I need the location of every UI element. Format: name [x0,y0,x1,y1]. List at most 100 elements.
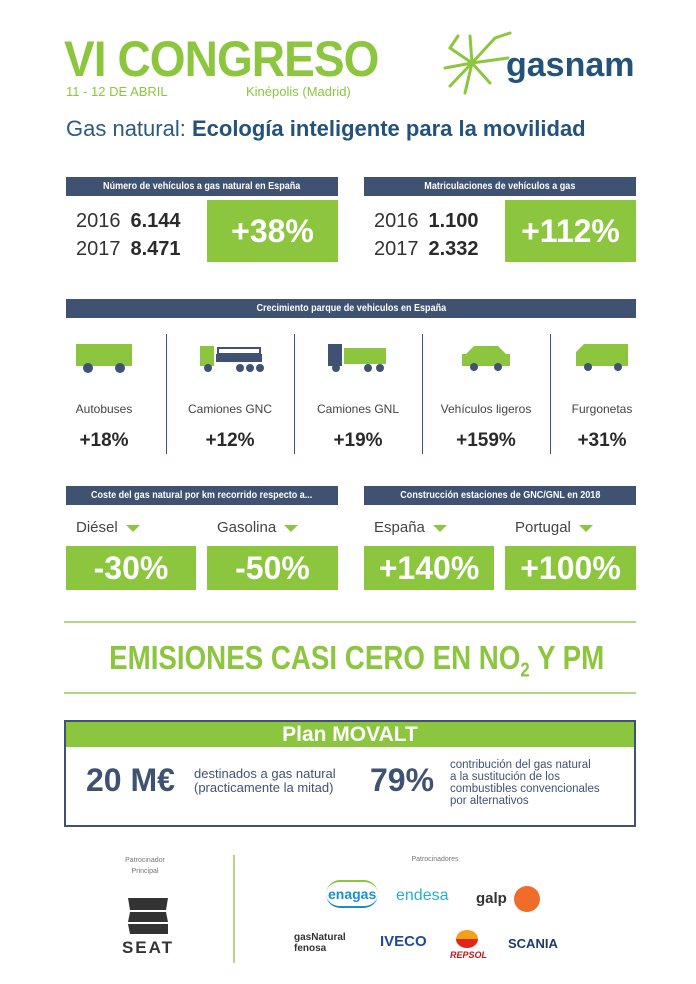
cost-header-text: Coste del gas natural por km recorrido r… [91,489,313,501]
emissions-subscript: 2 [520,659,530,682]
desc-line: por alternativos [450,795,529,807]
stations-portugal-label: Portugal [515,519,593,537]
label: Gasolina [217,519,277,536]
growth-pct: +12% [205,430,255,451]
year: 2016 [76,210,121,232]
desc-line: contribución del gas natural [450,759,591,771]
car-icon [462,346,510,371]
subtitle-light: Gas natural: [66,116,186,141]
seat-s-logo-icon [128,898,168,934]
plan-title: Plan MOVALT [66,722,634,747]
vehicles-row-2017: 2017 8.471 [76,238,181,261]
galp-logo: galp [476,890,507,907]
divider [422,334,423,454]
galp-emblem-icon [514,886,540,912]
desc-line: a la sustitución de los [450,771,560,783]
gasnam-wordmark: gasnam [506,46,635,84]
growth-item: Autobuses +18% [40,330,168,460]
growth-label: Vehículos ligeros [440,401,532,416]
vehicles-row-2016: 2016 6.144 [76,210,181,233]
triangle-down-icon [284,524,299,532]
growth-label: Furgonetas [571,401,633,416]
value: 2.332 [428,238,479,260]
plan-pct-desc: contribución del gas natural a la sustitu… [450,759,600,807]
divider-line [64,692,636,694]
event-date: 11 - 12 DE ABRIL [66,84,168,99]
sponsors-label: Patrocinadores [411,856,459,863]
plan-pct: 79% [370,762,435,798]
triangle-down-icon [578,524,593,532]
registrations-header: Matriculaciones de vehículos a gas [364,177,636,196]
divider [294,334,295,454]
cost-gasoline-value: -50% [207,546,338,590]
growth-label: Camiones GNL [316,401,400,416]
vehicles-header-text: Número de vehículos a gas natural en Esp… [103,180,301,192]
congress-title: VI CONGRESO [64,31,379,87]
growth-pct: +19% [333,430,383,451]
lng-truck-icon [328,344,386,372]
gas-natural-fenosa-logo: gasNatural fenosa [294,932,346,954]
gasnam-logo: gasnam [440,28,640,98]
registrations-row-2017: 2017 2.332 [374,238,479,261]
label-line: Patrocinador [125,857,165,864]
sponsor-divider-main [233,855,235,963]
scania-logo: SCANIA [508,936,558,951]
subtitle-bold: Ecología inteligente para la movilidad [191,116,586,141]
growth-item: Vehículos ligeros +159% [422,330,550,460]
growth-pct: +31% [577,430,627,451]
endesa-logo: endesa [396,887,449,904]
iveco-logo: IVECO [380,933,427,950]
desc-line: destinados a gas natural [194,766,336,781]
label: Diésel [76,519,118,536]
cost-gasoline-label: Gasolina [217,519,299,537]
cng-truck-icon [200,346,264,372]
seat-logo: SEAT [121,938,175,957]
cost-header: Coste del gas natural por km recorrido r… [66,486,338,505]
stations-portugal-value: +100% [505,546,636,590]
desc-line: (practicamente la mitad) [194,780,334,795]
main-sponsor-label: Patrocinador Principal [110,855,180,877]
vehicles-header: Número de vehículos a gas natural en Esp… [66,177,338,196]
divider [550,334,551,454]
divider-line [64,621,636,623]
registrations-header-text: Matriculaciones de vehículos a gas [424,180,576,192]
emissions-heading: EMISIONES CASI CERO EN NO2 Y PM [62,638,638,691]
plan-amount: 20 M€ [86,762,175,798]
triangle-down-icon [432,524,447,532]
subtitle: Gas natural: Ecología inteligente para l… [66,116,586,142]
van-icon [576,344,628,371]
growth-item: Camiones GNC +12% [166,330,294,460]
label: España [374,519,425,536]
year: 2017 [76,238,121,260]
growth-item: Camiones GNL +19% [294,330,422,460]
event-venue: Kinépolis (Madrid) [246,84,351,99]
growth-pct: +18% [79,430,129,451]
emissions-text-end: Y PM [529,639,605,676]
bus-icon [76,344,132,373]
growth-item: Furgonetas +31% [538,330,666,460]
enagas-logo: enagas [326,880,379,908]
registrations-row-2016: 2016 1.100 [374,210,479,233]
triangle-down-icon [125,524,140,532]
growth-header-text: Crecimiento parque de vehiculos en Españ… [256,302,446,314]
stations-spain-label: España [374,519,447,537]
gasnam-tree-icon [443,31,512,95]
value: 8.471 [130,238,181,260]
stations-spain-value: +140% [364,546,494,590]
year: 2016 [374,210,419,232]
year: 2017 [374,238,419,260]
growth-label: Autobuses [75,401,133,416]
vehicles-change: +38% [207,200,338,262]
desc-line: combustibles convencionales [450,783,600,795]
cost-diesel-value: -30% [66,546,196,590]
stations-header: Construcción estaciones de GNC/GNL en 20… [364,486,636,505]
divider [166,334,167,454]
plan-movalt-box: Plan MOVALT 20 M€ destinados a gas natur… [64,720,636,827]
value: 6.144 [130,210,181,232]
cost-diesel-label: Diésel [76,519,140,537]
registrations-change: +112% [505,200,636,262]
growth-pct: +159% [456,430,516,451]
repsol-logo: REPSOL [450,950,488,960]
stations-header-text: Construcción estaciones de GNC/GNL en 20… [399,489,601,501]
emissions-text: EMISIONES CASI CERO EN NO [109,639,521,676]
